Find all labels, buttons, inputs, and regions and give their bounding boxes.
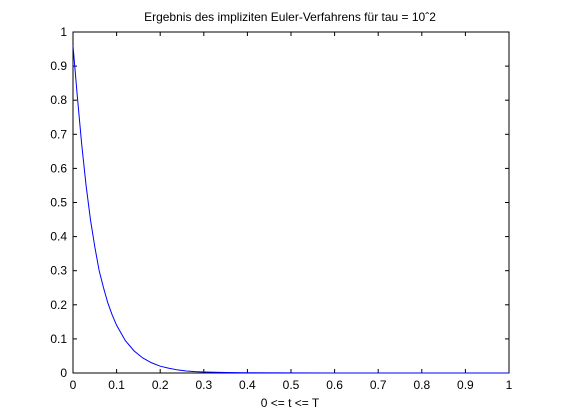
y-tick-label: 0 bbox=[60, 366, 67, 380]
y-tick-label: 0.7 bbox=[50, 127, 67, 141]
y-tick-label: 0.2 bbox=[50, 298, 67, 312]
y-tick-label: 0.6 bbox=[50, 161, 67, 175]
x-tick-label: 0 bbox=[70, 378, 77, 392]
y-tick-label: 0.4 bbox=[50, 230, 67, 244]
y-tick-label: 0.9 bbox=[50, 59, 67, 73]
chart-title: Ergebnis des impliziten Euler-Verfahrens… bbox=[144, 10, 436, 24]
y-tick-label: 0.8 bbox=[50, 93, 67, 107]
series-line-0 bbox=[72, 45, 509, 374]
x-tick-label: 0.8 bbox=[413, 378, 430, 392]
x-tick-label: 0.5 bbox=[283, 378, 300, 392]
x-axis: 0 0.1 0.2 0.3 0.4 0.5 0.6 0.7 0.8 0.9 1 bbox=[70, 32, 513, 392]
x-tick-label: 0.2 bbox=[152, 378, 169, 392]
y-tick-label: 0.1 bbox=[50, 332, 67, 346]
y-tick-label: 1 bbox=[60, 25, 67, 39]
x-tick-label: 0.3 bbox=[195, 378, 212, 392]
x-tick-label: 1 bbox=[506, 378, 513, 392]
series-group bbox=[72, 45, 509, 374]
x-tick-label: 0.6 bbox=[326, 378, 343, 392]
y-tick-label: 0.5 bbox=[50, 196, 67, 210]
y-tick-label: 0.3 bbox=[50, 264, 67, 278]
x-tick-label: 0.1 bbox=[108, 378, 125, 392]
x-axis-label: 0 <= t <= T bbox=[261, 396, 320, 410]
x-tick-label: 0.4 bbox=[239, 378, 256, 392]
x-tick-label: 0.7 bbox=[370, 378, 387, 392]
x-tick-label: 0.9 bbox=[457, 378, 474, 392]
y-axis: 0 0.1 0.2 0.3 0.4 0.5 0.6 0.7 0.8 0.9 1 bbox=[50, 25, 509, 380]
plot-area bbox=[72, 31, 510, 374]
